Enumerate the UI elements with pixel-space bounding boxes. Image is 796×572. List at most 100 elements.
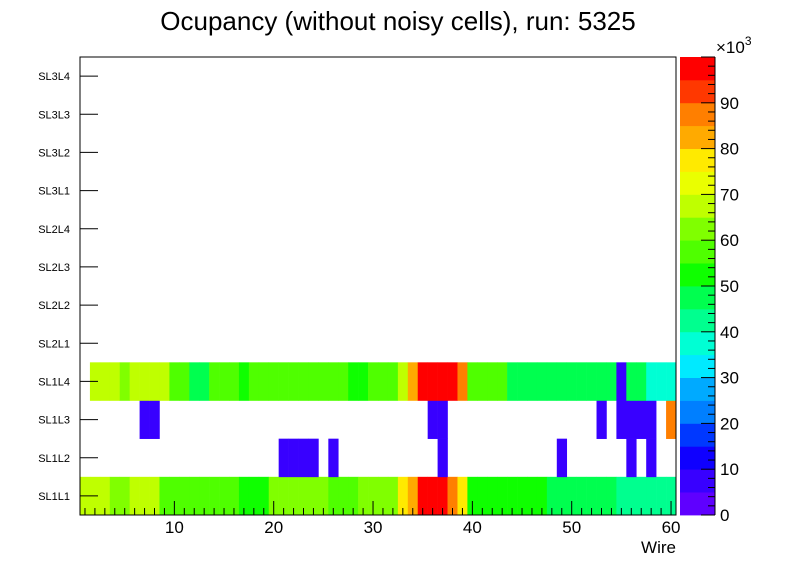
heatmap-cell (358, 476, 369, 516)
heatmap-cell (229, 476, 240, 516)
heatmap-cell (248, 476, 260, 516)
x-axis: 10 20 30 40 50 60 (84, 501, 681, 537)
colorbar-tick-label: 30 (720, 369, 739, 388)
x-axis-label: Wire (641, 538, 676, 557)
heatmap-cell (556, 438, 568, 478)
heatmap-cell (308, 438, 319, 478)
heatmap-cell (636, 400, 647, 439)
heatmap-cells (80, 362, 677, 516)
heatmap-cell (626, 362, 637, 401)
heatmap-cell (407, 362, 419, 401)
heatmap-cell (189, 362, 200, 401)
y-axis: SL1L1 SL1L2 SL1L3 SL1L4 SL2L1 SL2L2 SL2L3 SL2L4… (38, 71, 98, 503)
heatmap-cell (308, 362, 319, 401)
heatmap-cell (517, 476, 528, 516)
x-tick-label: 40 (463, 518, 482, 537)
heatmap-cell (576, 476, 587, 516)
heatmap-cell (238, 476, 250, 516)
heatmap-cell (417, 476, 428, 516)
heatmap-cell (368, 362, 379, 401)
heatmap-cell (248, 362, 260, 401)
heatmap-cell (626, 400, 637, 439)
heatmap-cell (149, 476, 160, 516)
heatmap-cell (556, 476, 568, 516)
heatmap-cell (536, 476, 548, 516)
heatmap-cell (288, 362, 299, 401)
heatmap-cell (318, 476, 329, 516)
y-tick-label: SL1L3 (38, 415, 70, 427)
x-tick-label: 60 (662, 518, 681, 537)
heatmap-cell (427, 476, 438, 516)
y-tick-label: SL3L1 (38, 186, 70, 198)
heatmap-cell (139, 362, 150, 401)
heatmap-cell (656, 476, 667, 516)
heatmap-cell (497, 476, 508, 516)
heatmap-cell (497, 362, 508, 401)
heatmap-cell (338, 476, 349, 516)
heatmap-cell (437, 362, 448, 401)
y-tick-label: SL1L4 (38, 376, 70, 388)
heatmap-cell (636, 476, 647, 516)
heatmap-cell (487, 362, 498, 401)
heatmap-cell (536, 362, 548, 401)
heatmap-cell (417, 362, 428, 401)
heatmap-cell (119, 476, 130, 516)
heatmap-cell (298, 362, 309, 401)
heatmap-cell (666, 400, 677, 439)
heatmap-cell (397, 362, 409, 401)
y-tick-label: SL1L2 (38, 453, 70, 465)
colorbar-segment (680, 79, 715, 104)
colorbar-tick-label: 90 (720, 94, 739, 113)
colorbar-tick-label: 60 (720, 231, 739, 250)
colorbar-segment (680, 57, 715, 81)
y-tick-label: SL3L3 (38, 109, 70, 121)
heatmap-cell (219, 476, 230, 516)
heatmap-cell (457, 476, 468, 516)
heatmap-cell (149, 362, 160, 401)
colorbar-multiplier-exponent: 3 (745, 34, 752, 48)
heatmap-cell (646, 476, 657, 516)
colorbar-segment (680, 377, 715, 401)
heatmap-cell (189, 476, 200, 516)
colorbar-segment (680, 492, 715, 516)
heatmap-cell (348, 476, 359, 516)
heatmap-cell (527, 362, 538, 401)
heatmap-cell (288, 438, 299, 478)
heatmap-cell (437, 400, 448, 439)
colorbar-segment (680, 240, 715, 264)
heatmap-cell (159, 362, 170, 401)
heatmap-cell (447, 362, 458, 401)
x-tick-label: 10 (165, 518, 184, 537)
heatmap-cell (457, 362, 468, 401)
heatmap-cell (199, 362, 210, 401)
heatmap-cell (109, 362, 121, 401)
heatmap-cell (527, 476, 538, 516)
heatmap-cell (278, 438, 289, 478)
heatmap-cell (447, 476, 458, 516)
colorbar-tick-label: 0 (720, 506, 729, 525)
heatmap-cell (437, 438, 448, 478)
colorbar-tick-label: 70 (720, 185, 739, 204)
heatmap-cell (328, 476, 339, 516)
heatmap-cell (467, 476, 478, 516)
colorbar: 0 10 20 30 40 50 60 70 80 90 (680, 56, 739, 525)
heatmap-cell (437, 476, 448, 516)
heatmap-cell (258, 476, 270, 516)
y-tick-label: SL3L4 (38, 71, 70, 83)
heatmap-cell (99, 476, 111, 516)
heatmap-cell (646, 362, 657, 401)
heatmap-cell (387, 476, 399, 516)
heatmap-cell (149, 400, 160, 439)
heatmap-cell (636, 362, 647, 401)
heatmap-cell (268, 362, 279, 401)
heatmap-cell (606, 362, 617, 401)
colorbar-tick-label: 40 (720, 323, 739, 342)
heatmap-cell (596, 400, 607, 439)
heatmap-cell (238, 362, 250, 401)
heatmap-cell (368, 476, 379, 516)
y-tick-label: SL2L2 (38, 300, 70, 312)
heatmap-cell (209, 476, 220, 516)
colorbar-segment (680, 194, 715, 218)
heatmap-cell (179, 362, 190, 401)
